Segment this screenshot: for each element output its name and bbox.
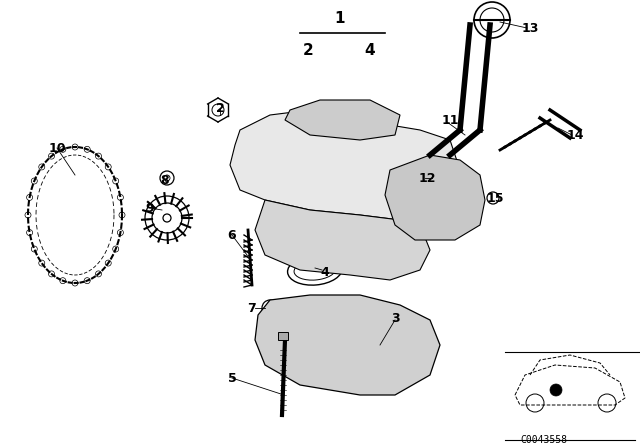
Text: 10: 10: [48, 142, 66, 155]
Text: 14: 14: [566, 129, 584, 142]
Text: 7: 7: [248, 302, 257, 314]
Polygon shape: [255, 200, 430, 280]
Text: 1: 1: [335, 10, 345, 26]
Text: C0043558: C0043558: [520, 435, 567, 445]
Polygon shape: [255, 295, 440, 395]
Text: 15: 15: [486, 191, 504, 204]
Polygon shape: [385, 155, 485, 240]
Text: 11: 11: [441, 113, 459, 126]
Text: 3: 3: [390, 311, 399, 324]
Text: 2: 2: [303, 43, 314, 57]
Text: 9: 9: [146, 202, 154, 215]
Text: 13: 13: [522, 22, 539, 34]
Bar: [278, 332, 288, 340]
Text: 2: 2: [216, 102, 225, 115]
Text: 4: 4: [321, 266, 330, 279]
Circle shape: [550, 384, 562, 396]
Text: 8: 8: [161, 173, 170, 186]
Text: 12: 12: [419, 172, 436, 185]
Polygon shape: [230, 110, 460, 220]
Text: 6: 6: [228, 228, 236, 241]
Text: 5: 5: [228, 371, 236, 384]
Text: 4: 4: [365, 43, 375, 57]
Polygon shape: [285, 100, 400, 140]
